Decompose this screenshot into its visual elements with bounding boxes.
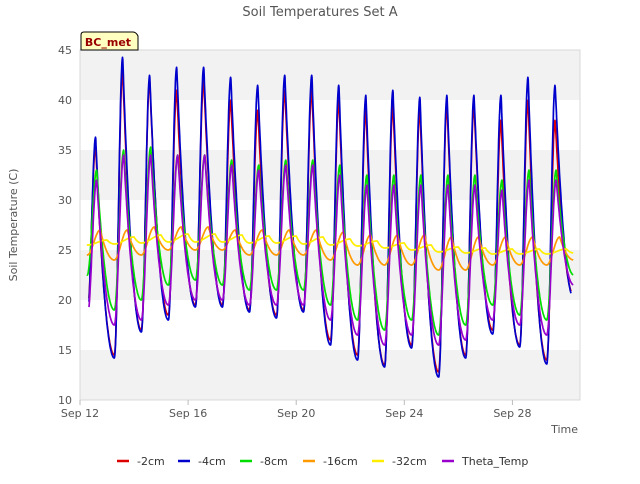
series-line-8cm	[86, 146, 574, 336]
legend-label: -16cm	[323, 455, 358, 468]
x-axis-label: Time	[550, 423, 578, 436]
y-tick-label: 40	[58, 94, 72, 107]
x-tick-label: Sep 28	[493, 407, 531, 420]
grid-band	[80, 250, 580, 300]
site-badge-shape	[80, 31, 139, 51]
y-tick-label: 10	[58, 394, 72, 407]
site-badge: BC_met	[80, 31, 139, 51]
y-tick-label: 15	[58, 344, 72, 357]
y-axis-label: Soil Temperature (C)	[7, 169, 20, 282]
x-tick-label: Sep 24	[385, 407, 423, 420]
y-tick-label: 30	[58, 194, 72, 207]
legend: -2cm -4cm -8cm -16cm -32cm Theta_Temp	[117, 455, 528, 468]
site-badge-label: BC_met	[85, 36, 131, 49]
y-tick-label: 35	[58, 144, 72, 157]
y-tick-label: 25	[58, 244, 72, 257]
y-tick-label: 20	[58, 294, 72, 307]
plot-frame	[79, 49, 581, 401]
chart-title: Soil Temperatures Set A	[242, 5, 397, 20]
legend-label: Theta_Temp	[461, 455, 528, 468]
series-line-theta-temp	[88, 154, 574, 346]
series-line-16cm	[86, 226, 574, 271]
x-tick-label: Sep 12	[61, 407, 99, 420]
y-tick-label: 45	[58, 44, 72, 57]
x-tick-label: Sep 16	[169, 407, 207, 420]
series-line-32cm	[86, 233, 574, 255]
legend-label: -32cm	[392, 455, 427, 468]
legend-label: -8cm	[260, 455, 288, 468]
grid-band	[80, 50, 580, 100]
series-line-4cm	[88, 56, 572, 378]
legend-label: -2cm	[137, 455, 165, 468]
grid-band	[80, 350, 580, 400]
x-tick-label: Sep 20	[277, 407, 315, 420]
legend-label: -4cm	[198, 455, 226, 468]
